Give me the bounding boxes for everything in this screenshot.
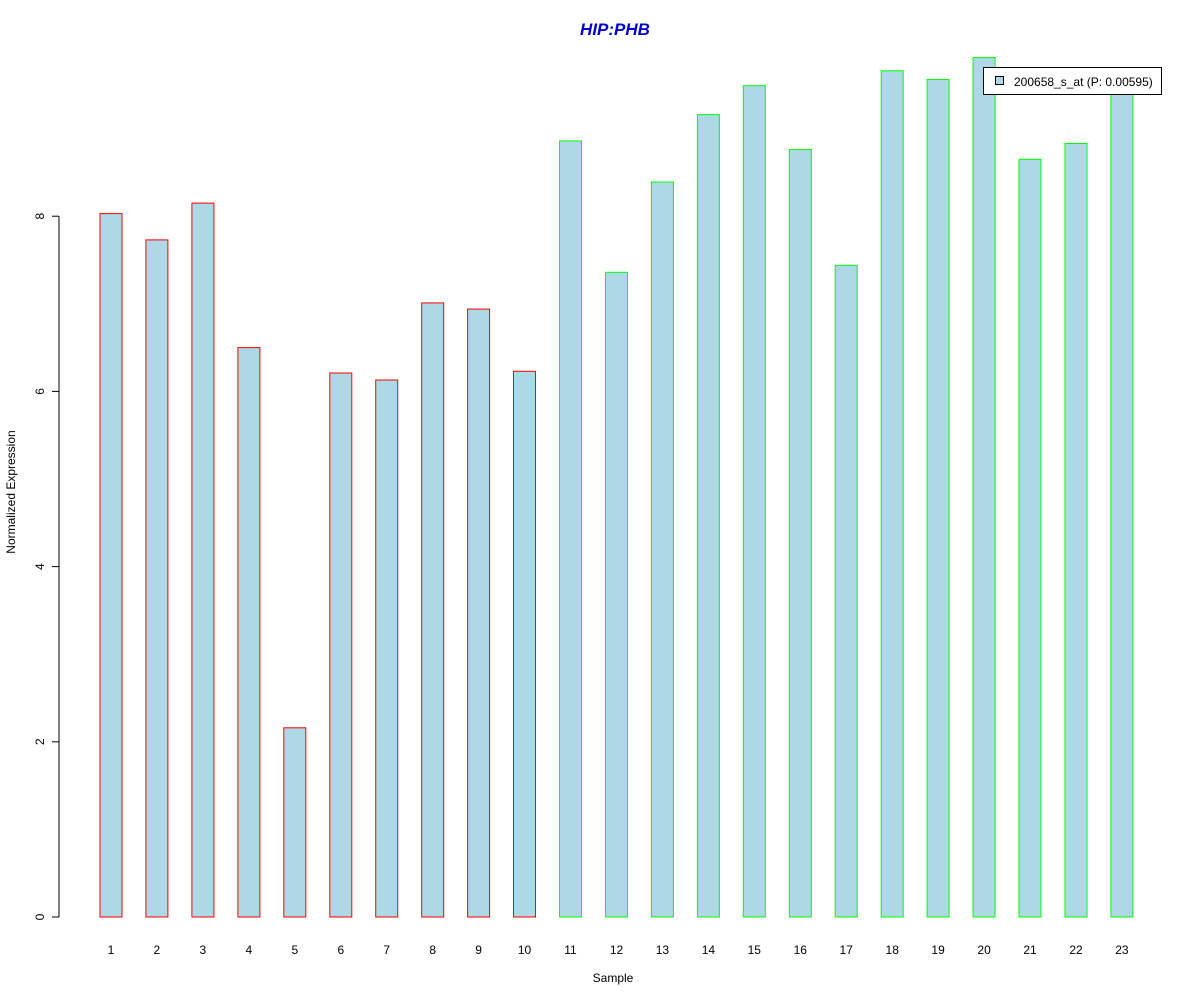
y-tick-label: 4 [33,563,47,570]
bar-sample-7 [375,379,399,918]
x-tick-label: 17 [840,943,854,957]
bar-sample-19 [926,79,950,918]
x-tick-label: 21 [1023,943,1037,957]
bar-sample-4 [237,347,261,918]
x-tick-label: 20 [977,943,991,957]
bar-sample-13 [650,181,674,918]
bar-sample-11 [559,140,582,918]
y-tick-label: 6 [33,388,47,395]
bar-sample-21 [1018,158,1042,918]
bar-sample-8 [421,302,445,918]
bar-sample-9 [467,308,491,918]
bar-sample-1 [99,213,123,918]
y-tick-label: 8 [33,213,47,220]
chart-title: HIP:PHB [580,20,650,39]
x-tick-label: 8 [429,943,436,957]
x-tick-label: 16 [794,943,808,957]
bar-sample-6 [329,372,353,918]
x-tick-label: 9 [475,943,482,957]
bar-sample-23 [1110,93,1134,918]
y-tick-label: 2 [33,738,47,745]
y-axis: 0 2 4 6 8 [33,213,60,920]
y-tick-label: 0 [33,913,47,920]
x-tick-label: 3 [200,943,207,957]
x-tick-labels: 1 2 3 4 5 6 7 8 9 10 11 12 13 14 15 16 17 18 19 20 21 22 23 [108,943,1129,957]
x-tick-label: 18 [886,943,900,957]
x-tick-label: 2 [154,943,161,957]
bar-sample-18 [880,70,904,918]
x-tick-label: 12 [610,943,624,957]
x-tick-label: 5 [291,943,298,957]
x-tick-label: 1 [108,943,115,957]
bar-sample-10 [513,370,536,918]
x-tick-label: 7 [383,943,390,957]
x-axis-label: Sample [592,971,634,985]
legend-entry: 200658_s_at (P: 0.00595) [1014,75,1153,89]
bar-sample-22 [1064,143,1088,918]
bar-sample-5 [283,727,307,918]
x-tick-label: 14 [702,943,716,957]
bar-sample-14 [696,114,720,918]
y-axis-label: Normalized Expression [4,430,18,554]
x-tick-label: 11 [564,943,577,957]
bar-sample-12 [605,271,628,918]
x-tick-label: 22 [1069,943,1083,957]
x-tick-label: 10 [518,943,532,957]
x-tick-label: 13 [656,943,670,957]
x-tick-label: 19 [931,943,945,957]
bar-sample-20 [972,57,996,918]
x-tick-label: 23 [1115,943,1129,957]
bar-sample-15 [742,85,766,918]
legend-swatch [995,76,1004,85]
legend: 200658_s_at (P: 0.00595) [983,67,1162,95]
x-tick-label: 6 [337,943,344,957]
bar-sample-2 [145,239,169,918]
bar-group [99,57,1134,918]
x-tick-label: 15 [748,943,762,957]
bar-sample-3 [191,202,215,918]
bar-sample-17 [834,264,858,918]
bar-sample-16 [788,149,812,918]
x-tick-label: 4 [246,943,253,957]
